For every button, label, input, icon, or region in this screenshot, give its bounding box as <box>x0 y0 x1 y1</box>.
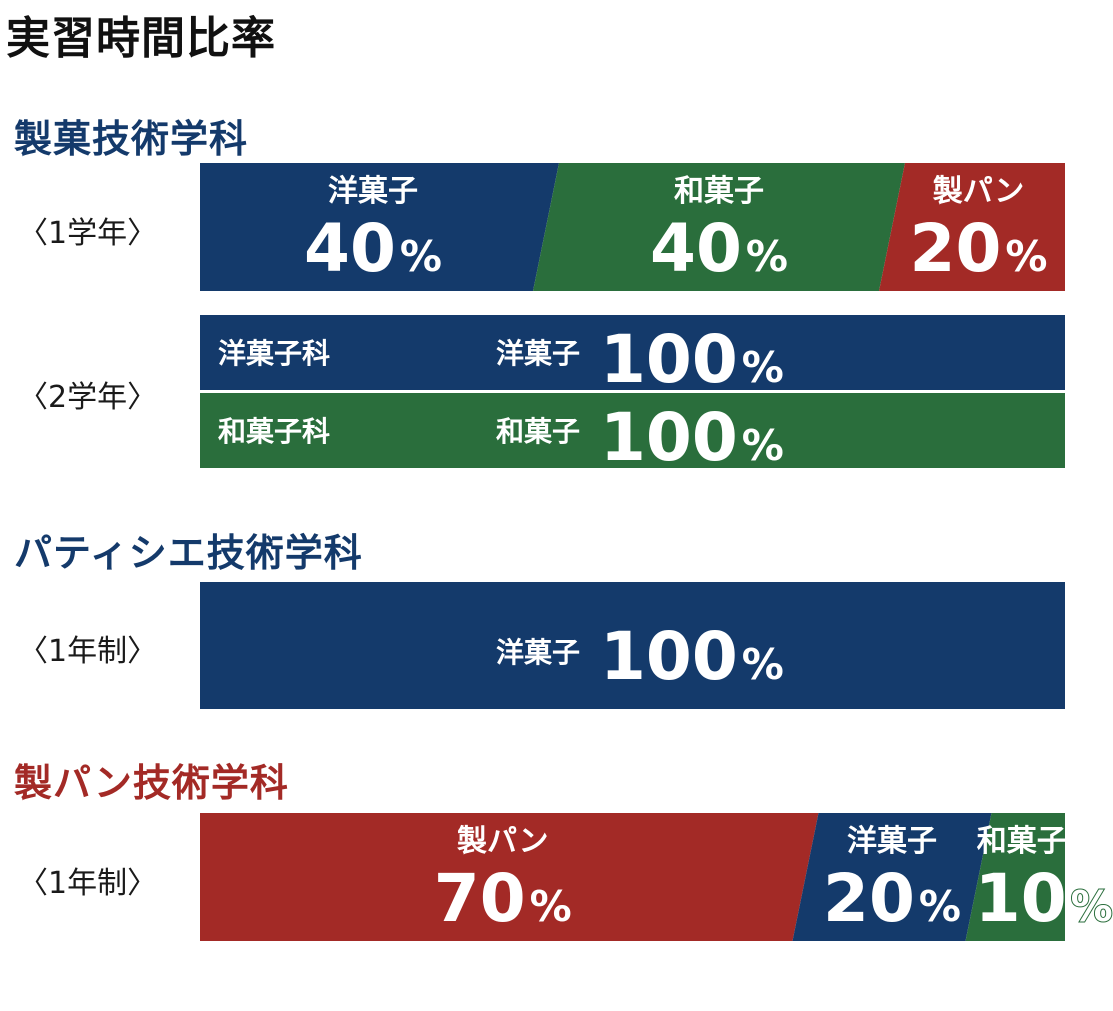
seika-year2-label-0: 洋菓子 <box>496 337 580 370</box>
patissier-value-0-number: 100 <box>600 618 738 695</box>
seika-year1-value-2-unit: % <box>1005 232 1047 281</box>
section-title-patissier: パティシエ技術学科 <box>14 531 363 575</box>
seipan-value-1-number: 20 <box>823 860 915 937</box>
seika-year1-label-0: 洋菓子 <box>328 174 418 209</box>
seika-year2-value-1-unit: % <box>742 421 784 470</box>
seipan-label-1: 洋菓子 <box>847 824 937 859</box>
seipan-value-2: 10% <box>975 860 1113 937</box>
seipan-value-1: 20% <box>823 860 961 937</box>
patissier-value-0-unit: % <box>742 640 784 689</box>
patissier-label-0: 洋菓子 <box>496 636 580 669</box>
seika-year2-value-0: 100% <box>600 321 784 398</box>
seika-year2-value-0-number: 100 <box>600 321 738 398</box>
seika-year1-value-2: 20% <box>910 210 1048 287</box>
section-title-seika: 製菓技術学科 <box>14 117 249 161</box>
seika-year1-value-0: 40% <box>304 210 442 287</box>
row-label-patissier: 〈1年制〉 <box>18 634 158 669</box>
seika-year1-value-1-unit: % <box>746 232 788 281</box>
seika-year2-value-1-number: 100 <box>600 399 738 476</box>
seipan-bar-1 <box>792 813 992 941</box>
seika-year1-bar-2 <box>879 163 1065 291</box>
chart-title: 実習時間比率 <box>6 13 276 64</box>
patissier-value-0: 100% <box>600 618 784 695</box>
seipan-value-1-unit: % <box>919 882 961 931</box>
section-title-seipan: 製パン技術学科 <box>14 761 289 805</box>
row-label-seipan: 〈1年制〉 <box>18 866 158 901</box>
seika-year2-track-1: 和菓子科 <box>218 415 330 448</box>
patissier-bar-0 <box>200 582 1065 709</box>
seipan-value-2-number: 10 <box>975 860 1067 937</box>
seika-year2-value-1: 100% <box>600 399 784 476</box>
seika-year1-label-2: 製パン <box>933 174 1025 209</box>
seipan-value-0-number: 70 <box>434 860 526 937</box>
row-label-seika-year1: 〈1学年〉 <box>18 216 158 251</box>
seika-year2-bar-1 <box>200 393 1065 468</box>
seika-year2-value-0-unit: % <box>742 343 784 392</box>
seika-year2-track-0: 洋菓子科 <box>218 337 330 370</box>
seipan-label-2: 和菓子 <box>977 824 1067 859</box>
seipan-label-0: 製パン <box>457 824 549 859</box>
seipan-bar-2 <box>965 813 1065 941</box>
seika-year1-bar-1 <box>533 163 905 291</box>
seipan-bar-0 <box>200 813 819 941</box>
seipan-value-0: 70% <box>434 860 572 937</box>
seipan-value-2-unit: % <box>1071 882 1113 931</box>
seika-year1-value-0-number: 40 <box>304 210 396 287</box>
seika-year1-label-1: 和菓子 <box>674 174 764 209</box>
seika-year2: 洋菓子科 洋菓子 100% 和菓子科 和菓子 100% <box>200 315 1065 476</box>
patissier: 洋菓子 100% <box>200 582 1065 709</box>
seika-year2-label-1: 和菓子 <box>496 415 580 448</box>
seika-year1-value-0-unit: % <box>400 232 442 281</box>
seika-year1-value-1: 40% <box>650 210 788 287</box>
seika-year1-bar-0 <box>200 163 559 291</box>
seipan-value-0-unit: % <box>530 882 572 931</box>
seika-year1-value-1-number: 40 <box>650 210 742 287</box>
row-label-seika-year2: 〈2学年〉 <box>18 380 158 415</box>
seika-year1-value-2-number: 20 <box>910 210 1002 287</box>
seika-year2-bar-0 <box>200 315 1065 390</box>
